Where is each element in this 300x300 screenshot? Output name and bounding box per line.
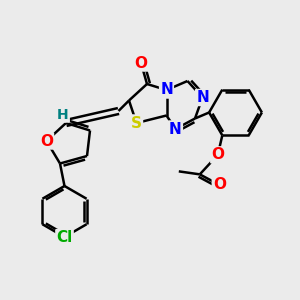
- Text: O: O: [134, 56, 148, 70]
- Text: O: O: [211, 147, 224, 162]
- Text: N: N: [160, 82, 173, 98]
- Text: Cl: Cl: [56, 230, 73, 245]
- Text: N: N: [169, 122, 182, 136]
- Text: O: O: [213, 177, 226, 192]
- Text: N: N: [196, 90, 209, 105]
- Text: H: H: [57, 108, 69, 122]
- Text: O: O: [40, 134, 53, 148]
- Text: S: S: [131, 116, 142, 130]
